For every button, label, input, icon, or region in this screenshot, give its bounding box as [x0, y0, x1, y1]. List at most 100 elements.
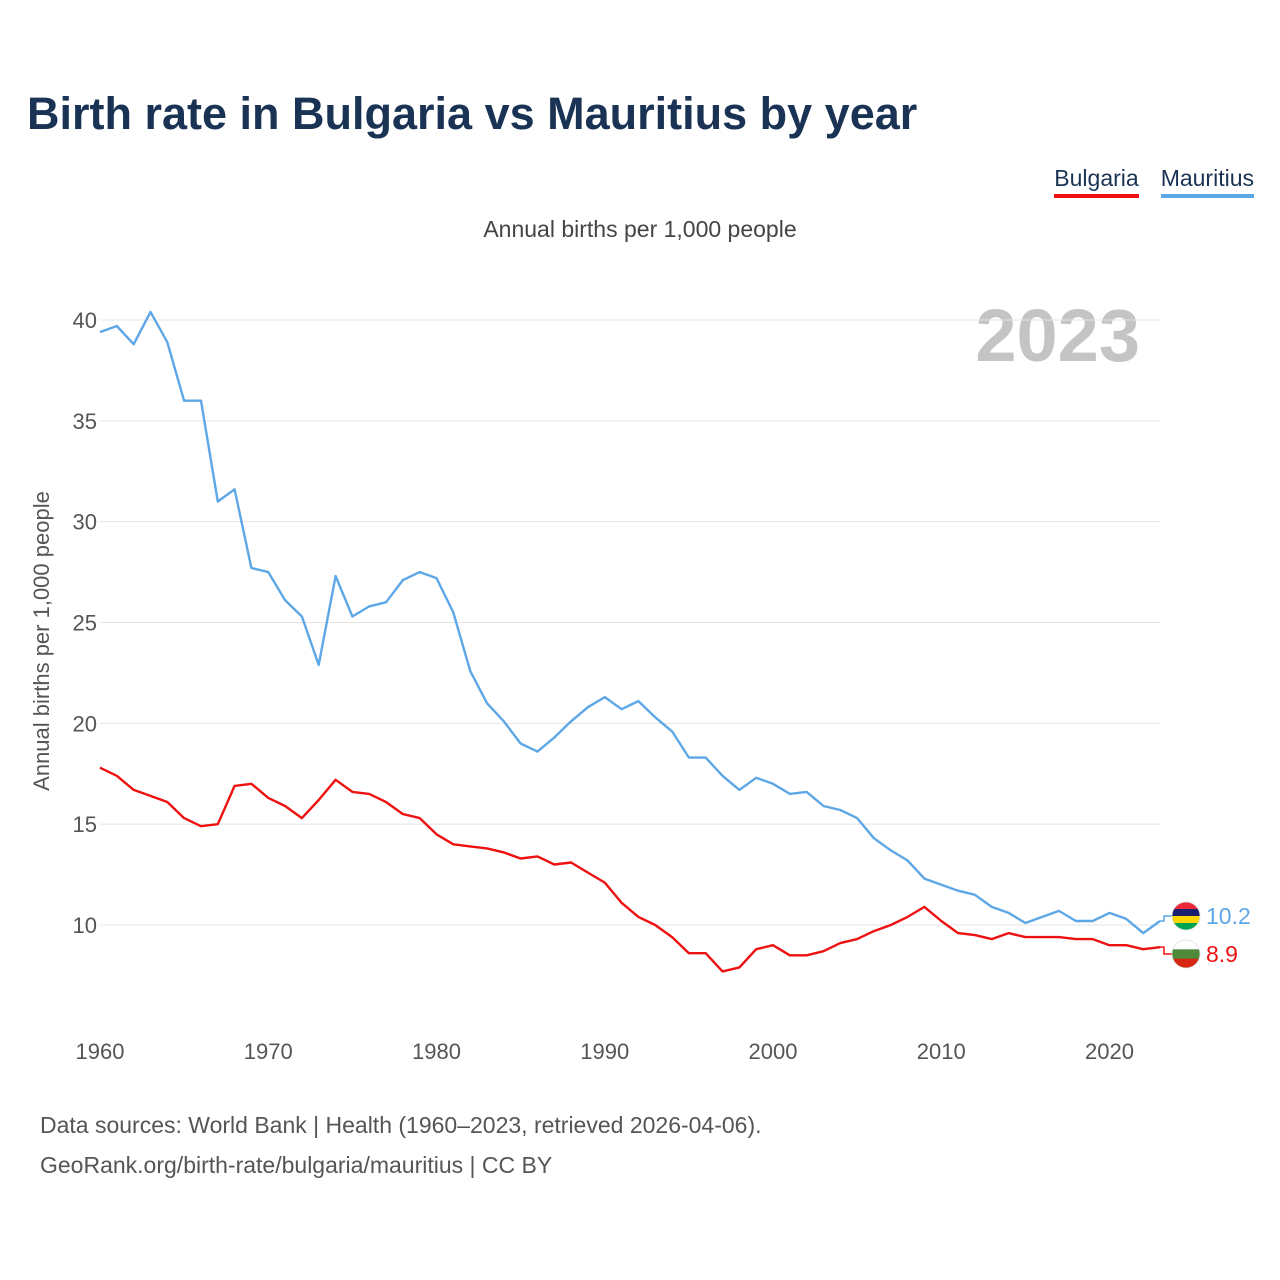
x-tick-label: 1960 [76, 1039, 125, 1064]
data-point [434, 831, 440, 837]
data-point [467, 668, 473, 674]
data-point [820, 803, 826, 809]
data-point [585, 704, 591, 710]
flag-stripe [1172, 923, 1200, 930]
flag-stripe [1172, 940, 1200, 950]
data-point [1140, 930, 1146, 936]
data-point [232, 486, 238, 492]
data-point [265, 569, 271, 575]
data-point [955, 930, 961, 936]
source-line-1: Data sources: World Bank | Health (1960–… [40, 1112, 762, 1138]
chart-title: Birth rate in Bulgaria vs Mauritius by y… [27, 88, 918, 139]
data-point [198, 823, 204, 829]
data-point [534, 749, 540, 755]
data-point [248, 565, 254, 571]
flag-border [1171, 939, 1201, 969]
data-point [484, 845, 490, 851]
source-line-2[interactable]: GeoRank.org/birth-rate/bulgaria/mauritiu… [40, 1152, 553, 1178]
data-point [837, 807, 843, 813]
flag-stripe [1172, 909, 1200, 917]
end-value-label-bulgaria: 8.9 [1206, 941, 1238, 967]
data-point [905, 857, 911, 863]
y-tick-label: 20 [73, 711, 97, 736]
data-point [551, 862, 557, 868]
data-point [450, 841, 456, 847]
data-point [568, 859, 574, 865]
data-point [837, 940, 843, 946]
data-point [114, 773, 120, 779]
flag-border [1171, 901, 1201, 931]
data-point [1123, 942, 1129, 948]
data-point [921, 876, 927, 882]
data-point [1022, 920, 1028, 926]
data-point [501, 718, 507, 724]
data-point [164, 799, 170, 805]
y-tick-label: 30 [73, 510, 97, 535]
data-point [989, 904, 995, 910]
flag-stripe [1172, 958, 1200, 968]
data-point [1090, 918, 1096, 924]
data-point [1006, 910, 1012, 916]
data-point [820, 948, 826, 954]
data-point [181, 398, 187, 404]
data-point [383, 599, 389, 605]
data-point [366, 603, 372, 609]
data-point [232, 783, 238, 789]
data-point [299, 613, 305, 619]
data-point [366, 791, 372, 797]
data-point [1090, 936, 1096, 942]
data-point [854, 936, 860, 942]
data-point [938, 918, 944, 924]
data-point [871, 835, 877, 841]
data-point [181, 815, 187, 821]
data-point [955, 888, 961, 894]
data-point [248, 781, 254, 787]
data-point [1140, 946, 1146, 952]
data-point [972, 892, 978, 898]
data-point [1039, 914, 1045, 920]
data-point [1123, 916, 1129, 922]
flag-stripe [1172, 902, 1200, 910]
data-point [871, 928, 877, 934]
data-point [1022, 934, 1028, 940]
data-point [198, 398, 204, 404]
data-point [434, 575, 440, 581]
data-point [400, 577, 406, 583]
data-point [787, 791, 793, 797]
data-point [333, 573, 339, 579]
data-point [1006, 930, 1012, 936]
data-point [316, 662, 322, 668]
flag-stripe [1172, 949, 1200, 960]
legend: Bulgaria Mauritius [1054, 165, 1254, 198]
data-point [282, 597, 288, 603]
data-point [131, 787, 137, 793]
legend-item-mauritius[interactable]: Mauritius [1160, 165, 1254, 198]
end-value-label-mauritius: 10.2 [1206, 903, 1251, 929]
data-point [720, 968, 726, 974]
data-point [770, 781, 776, 787]
data-point [417, 569, 423, 575]
data-point [349, 613, 355, 619]
data-point [484, 700, 490, 706]
legend-item-bulgaria[interactable]: Bulgaria [1054, 165, 1139, 198]
data-point [585, 870, 591, 876]
data-point [1107, 942, 1113, 948]
data-point [467, 843, 473, 849]
data-point [518, 855, 524, 861]
y-tick-label: 25 [73, 611, 97, 636]
data-point [215, 499, 221, 505]
x-tick-label: 1970 [244, 1039, 293, 1064]
data-point [383, 799, 389, 805]
series-line-bulgaria [99, 766, 1161, 973]
x-tick-label: 2020 [1085, 1039, 1134, 1064]
data-point [888, 922, 894, 928]
data-point [164, 339, 170, 345]
data-point [299, 815, 305, 821]
data-point [147, 309, 153, 315]
data-point [1039, 934, 1045, 940]
data-point [635, 914, 641, 920]
data-point [400, 811, 406, 817]
data-point [921, 904, 927, 910]
data-point [770, 942, 776, 948]
